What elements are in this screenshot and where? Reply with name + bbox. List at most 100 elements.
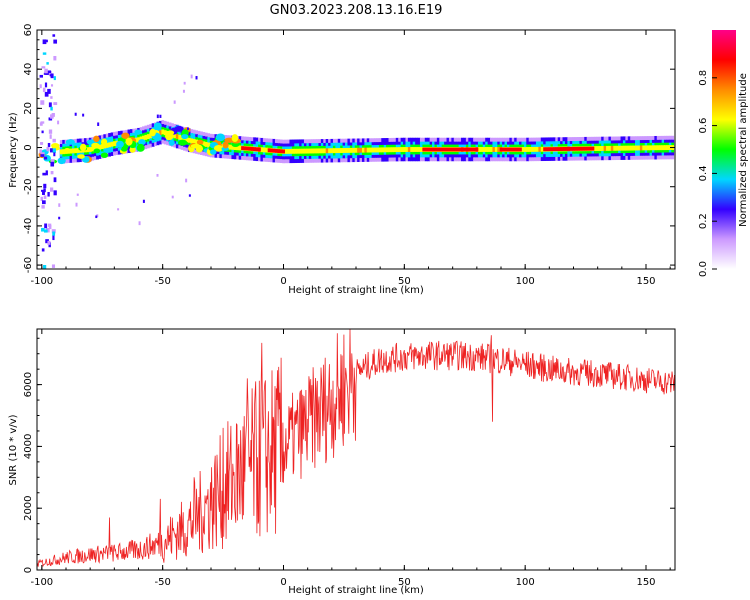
spectrogram-cell bbox=[337, 148, 341, 154]
spectrogram-cell bbox=[231, 134, 239, 142]
spectrogram-cell bbox=[383, 147, 387, 153]
spectrogram-cell bbox=[142, 135, 145, 141]
colorbar-tick-label: 0.8 bbox=[698, 70, 709, 86]
spectrogram-cell bbox=[303, 148, 307, 154]
spectrogram-cell bbox=[347, 147, 351, 153]
spectrogram-cell bbox=[108, 142, 111, 148]
spectrogram-cell bbox=[376, 147, 380, 153]
spectrogram-cell bbox=[195, 76, 198, 80]
spectrogram-cell bbox=[48, 129, 53, 134]
spectrogram-cell bbox=[248, 146, 252, 151]
spectrogram-cell bbox=[598, 146, 602, 151]
spectrogram-cell bbox=[52, 235, 55, 241]
spectrogram-cell bbox=[308, 148, 312, 154]
spectrogram-cell bbox=[625, 145, 629, 151]
spectrogram-cell bbox=[136, 143, 145, 152]
spectrogram-axes: -100 -50 0 50 100 150 -60 -40 -20 0 20 40 60 bbox=[23, 24, 675, 287]
spectrogram-cell bbox=[229, 144, 232, 150]
spectrogram-cell bbox=[432, 147, 435, 152]
spectrogram-cell bbox=[342, 148, 346, 153]
spectrogram-cell bbox=[465, 147, 469, 152]
spectrogram-cell bbox=[398, 147, 401, 153]
spectrogram-cell bbox=[48, 102, 52, 108]
spectrogram-cell bbox=[51, 229, 56, 234]
spectrogram-cell bbox=[591, 146, 595, 151]
spectrogram-cell bbox=[490, 147, 493, 152]
spectrogram-cell bbox=[528, 146, 532, 152]
spectrogram-cell bbox=[274, 148, 278, 153]
spectrogram-cell bbox=[448, 147, 452, 152]
spectrogram-cell bbox=[427, 147, 430, 152]
snr-panel: -100 -50 0 50 100 150 0 2000 4000 6000 Height of … bbox=[8, 328, 676, 596]
spectrogram-cell bbox=[316, 148, 319, 154]
spectrogram-cell bbox=[412, 147, 416, 152]
spectrogram-cell bbox=[606, 145, 609, 151]
spectrogram-cell bbox=[622, 145, 626, 151]
colorbar-ticks: 0.0 0.2 0.4 0.6 0.8 bbox=[698, 70, 717, 277]
spectrogram-cell bbox=[142, 199, 145, 203]
spectrogram-cell bbox=[400, 147, 404, 152]
spectrogram-cell bbox=[562, 147, 566, 151]
spectrogram-cell bbox=[260, 147, 264, 153]
spectrogram-cell bbox=[463, 147, 467, 152]
spectrogram-cell bbox=[185, 178, 188, 183]
spectrogram-cell bbox=[497, 147, 501, 152]
spectrogram-cell bbox=[50, 114, 54, 119]
spectrogram-cell bbox=[485, 147, 488, 152]
spectrogram-cell bbox=[487, 147, 491, 152]
spectrogram-cell bbox=[567, 146, 571, 151]
spectrogram-cell bbox=[39, 84, 42, 89]
spectrogram-cell bbox=[134, 137, 138, 143]
spectrogram-cell bbox=[301, 148, 305, 154]
spectrogram-cell bbox=[146, 134, 150, 140]
spectrogram-cell bbox=[451, 147, 455, 152]
spectrogram-ytick-label: -40 bbox=[23, 218, 34, 234]
spectrogram-cell bbox=[69, 148, 73, 154]
spectrogram-cell bbox=[475, 147, 479, 152]
spectrogram-cell bbox=[93, 135, 100, 143]
spectrogram-cell bbox=[57, 120, 60, 125]
spectrogram-cell bbox=[410, 147, 414, 152]
spectrogram-cell bbox=[482, 147, 486, 152]
spectrogram-cell bbox=[245, 146, 249, 151]
spectrogram-cell bbox=[552, 147, 556, 152]
spectrogram-cell bbox=[44, 156, 48, 160]
spectrogram-cell bbox=[424, 147, 428, 152]
spectrogram-cell bbox=[93, 145, 97, 151]
spectrogram-cell bbox=[40, 196, 43, 201]
spectrogram-cell bbox=[654, 145, 658, 151]
spectrogram-xtick-label: -100 bbox=[30, 276, 53, 287]
spectrogram-cell bbox=[659, 145, 662, 151]
spectrogram-cell bbox=[40, 189, 44, 192]
spectrogram-cell bbox=[48, 70, 52, 76]
spectrogram-cell bbox=[572, 146, 575, 151]
spectrogram-cell bbox=[57, 157, 66, 165]
spectrogram-cell bbox=[53, 190, 57, 196]
spectrogram-cell bbox=[664, 145, 667, 151]
spectrogram-cell bbox=[415, 147, 418, 152]
spectrogram-cell bbox=[502, 147, 505, 152]
spectrogram-cell bbox=[45, 239, 49, 244]
spectrogram-cell bbox=[666, 145, 670, 151]
spectrogram-cell bbox=[349, 147, 353, 153]
spectrogram-cell bbox=[419, 147, 423, 152]
spectrogram-cell bbox=[188, 194, 191, 197]
spectrogram-cell bbox=[48, 117, 53, 121]
spectrogram-cell bbox=[86, 147, 90, 153]
spectrogram-cell bbox=[627, 145, 631, 151]
spectrogram-xtick-label: 100 bbox=[516, 276, 535, 287]
spectrogram-cell bbox=[258, 147, 261, 152]
spectrogram-cell bbox=[393, 147, 397, 153]
spectrogram-cell bbox=[540, 146, 544, 152]
spectrogram-cell bbox=[579, 146, 583, 151]
spectrogram-cell bbox=[439, 147, 443, 152]
spectrogram-cell bbox=[103, 143, 107, 149]
spectrogram-cell bbox=[52, 138, 56, 143]
spectrogram-cell bbox=[48, 70, 52, 74]
spectrogram-cell bbox=[661, 145, 665, 151]
spectrogram-cell bbox=[44, 91, 49, 97]
spectrogram-ytick-label: -60 bbox=[23, 257, 34, 273]
snr-ytick-label: 4000 bbox=[23, 434, 34, 459]
spectrogram-cell bbox=[207, 142, 211, 148]
spectrogram-cell bbox=[41, 66, 46, 69]
